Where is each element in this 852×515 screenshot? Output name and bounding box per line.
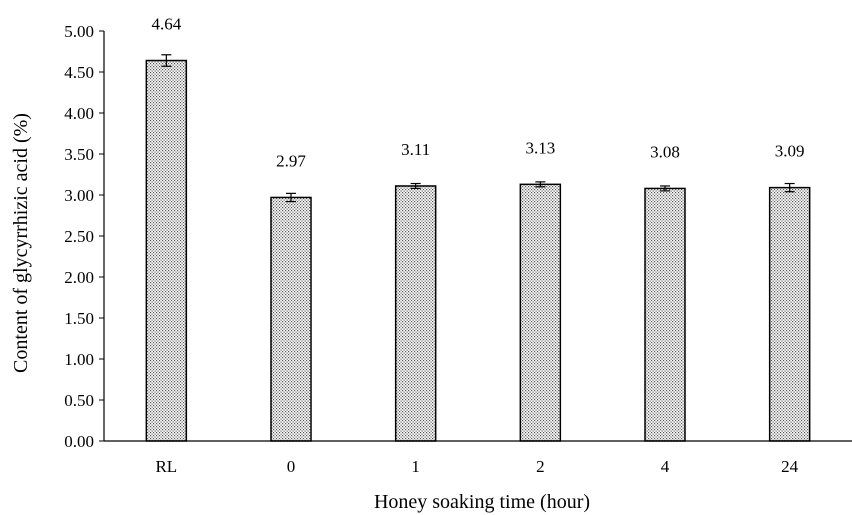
- bar-value-label: 3.11: [401, 140, 430, 159]
- y-tick-label: 5.00: [64, 22, 94, 41]
- x-tick-label: 24: [781, 457, 799, 476]
- y-tick-label: 2.50: [64, 227, 94, 246]
- y-tick-label: 3.00: [64, 186, 94, 205]
- bar: [270, 196, 312, 442]
- x-tick-label: RL: [155, 457, 177, 476]
- y-tick-label: 0.00: [64, 432, 94, 451]
- y-tick-label: 4.00: [64, 104, 94, 123]
- bar-value-label: 2.97: [276, 151, 306, 170]
- y-tick-label: 2.00: [64, 268, 94, 287]
- bar: [394, 185, 437, 442]
- y-tick-label: 1.00: [64, 350, 94, 369]
- bar: [768, 186, 811, 442]
- bar-value-label: 4.64: [151, 15, 181, 34]
- x-tick-label: 4: [661, 457, 670, 476]
- y-axis-ticks: 0.00 0.50 1.00 1.50 2.00 2.50 3.00 3.50 4.00 4.50…: [64, 22, 104, 451]
- bar-value-label: 3.13: [525, 138, 555, 157]
- bar-value-label: 3.09: [775, 142, 805, 161]
- y-tick-label: 1.50: [64, 309, 94, 328]
- bar-value-label: 3.08: [650, 142, 680, 161]
- x-axis-title: Honey soaking time (hour): [374, 491, 590, 513]
- x-tick-label: 2: [536, 457, 545, 476]
- x-axis-ticks: RL 0 1 2 4 24: [155, 457, 798, 476]
- bar: [519, 183, 562, 442]
- y-tick-label: 0.50: [64, 391, 94, 410]
- y-tick-label: 4.50: [64, 63, 94, 82]
- y-tick-label: 3.50: [64, 145, 94, 164]
- x-tick-label: 1: [411, 457, 420, 476]
- bar: [145, 59, 188, 442]
- y-axis-title: Content of glycyrrhizic acid (%): [10, 113, 32, 373]
- bar: [644, 187, 686, 442]
- x-tick-label: 0: [287, 457, 296, 476]
- bars: 4.64 2.97 3.11 3.13 3.08 3.09: [145, 15, 811, 442]
